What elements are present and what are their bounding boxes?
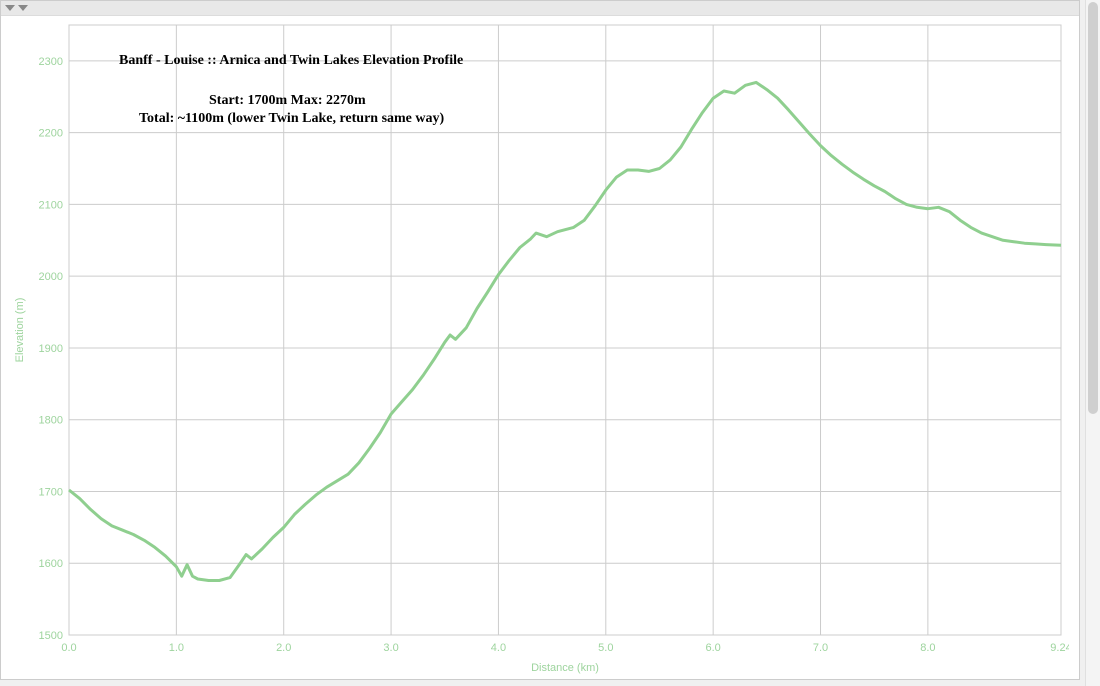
svg-text:1900: 1900 [39, 343, 63, 355]
dropdown-icon[interactable] [18, 5, 28, 11]
chart-subtitle-1: Start: 1700m Max: 2270m [139, 92, 463, 110]
svg-text:9.24: 9.24 [1050, 642, 1069, 654]
window-titlebar [1, 1, 1079, 16]
svg-text:1.0: 1.0 [169, 642, 184, 654]
dropdown-icon[interactable] [5, 5, 15, 11]
svg-text:4.0: 4.0 [491, 642, 506, 654]
svg-text:Distance (km): Distance (km) [531, 662, 599, 674]
svg-text:1500: 1500 [39, 630, 63, 642]
chart-window: 1500 1600 1700 1800 1900 2000 2100 2200 2300 0.0 1… [0, 0, 1080, 680]
svg-text:6.0: 6.0 [706, 642, 721, 654]
svg-text:1700: 1700 [39, 486, 63, 498]
svg-text:2200: 2200 [39, 128, 63, 140]
svg-text:7.0: 7.0 [813, 642, 828, 654]
svg-text:2.0: 2.0 [276, 642, 291, 654]
svg-text:1600: 1600 [39, 558, 63, 570]
svg-text:Elevation (m): Elevation (m) [14, 298, 26, 363]
svg-text:2000: 2000 [39, 271, 63, 283]
scrollbar-thumb[interactable] [1088, 2, 1098, 414]
svg-text:8.0: 8.0 [920, 642, 935, 654]
svg-text:3.0: 3.0 [383, 642, 398, 654]
svg-text:5.0: 5.0 [598, 642, 613, 654]
elevation-chart: 1500 1600 1700 1800 1900 2000 2100 2200 2300 0.0 1… [9, 17, 1073, 677]
vertical-scrollbar[interactable] [1085, 0, 1100, 686]
chart-title-block: Banff - Louise :: Arnica and Twin Lakes … [119, 52, 463, 129]
svg-text:2100: 2100 [39, 199, 63, 211]
svg-text:1800: 1800 [39, 415, 63, 427]
svg-text:0.0: 0.0 [61, 642, 76, 654]
chart-title: Banff - Louise :: Arnica and Twin Lakes … [119, 52, 463, 70]
chart-subtitle-2: Total: ~1100m (lower Twin Lake, return s… [139, 110, 463, 128]
svg-text:2300: 2300 [39, 56, 63, 68]
